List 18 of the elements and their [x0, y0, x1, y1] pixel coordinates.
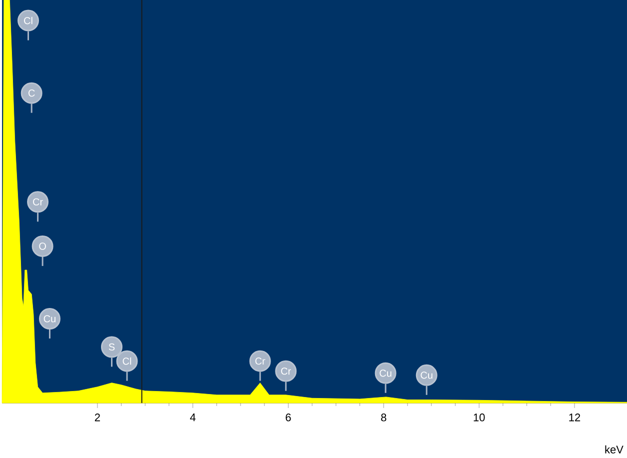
annotation: Cu	[420, 372, 432, 379]
x-tick-label: 6	[286, 414, 291, 422]
x-tick-label: 4	[190, 414, 196, 422]
annotation: Cu	[380, 370, 392, 377]
annotation: C	[28, 90, 35, 97]
annotation: Cr	[281, 368, 291, 375]
x-tick-label: 8	[381, 414, 386, 422]
annotation: Cl	[24, 16, 32, 24]
x-tick-label: 2	[94, 414, 100, 422]
x-tick-label: 10	[474, 414, 485, 422]
annotation: Cr	[33, 198, 43, 206]
annotation: Cr	[255, 358, 266, 365]
annotation: O	[39, 242, 46, 250]
annotation: Cl	[122, 357, 132, 365]
x-axis-title: keV	[605, 445, 624, 454]
annotation: Cu	[44, 315, 56, 322]
annotation: S	[108, 343, 115, 351]
x-tick-label: 12	[569, 414, 580, 422]
